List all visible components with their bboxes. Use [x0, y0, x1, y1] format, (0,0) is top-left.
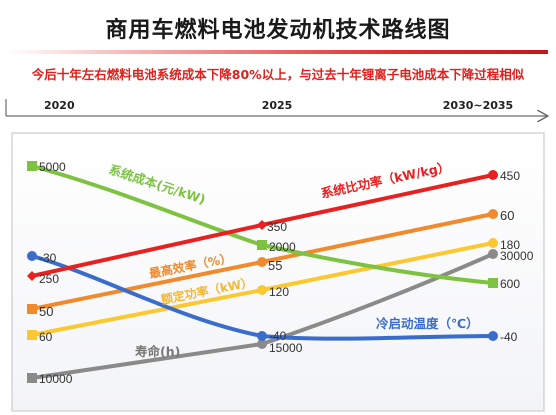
value-label-rated-power-2020: 60	[39, 330, 53, 344]
marker-lifetime-2025	[257, 339, 267, 349]
page-title: 商用车燃料电池发动机技术路线图	[105, 18, 451, 43]
marker-lifetime-2035	[488, 249, 498, 259]
marker-rated-power-2025	[257, 285, 267, 295]
value-label-system-cost-2035: 600	[500, 277, 520, 291]
timeline-label-2025: 2025	[262, 99, 293, 112]
value-label-specific-power-2025: 350	[267, 220, 287, 234]
value-label-max-efficiency-2020: 50	[39, 304, 53, 319]
marker-cold-start-2020	[27, 251, 37, 261]
timeline-label-2020: 2020	[44, 99, 75, 112]
value-label-cold-start-2025: -40	[269, 329, 287, 343]
marker-max-efficiency-2035	[488, 209, 498, 219]
title-underline	[8, 50, 548, 54]
marker-system-cost-2020	[27, 161, 37, 171]
series-label-lifetime: 寿命(h)	[135, 344, 180, 359]
page-subtitle: 今后十年左右燃料电池系统成本下降80%以上，与过去十年锂离子电池成本下降过程相似	[31, 67, 525, 82]
value-label-specific-power-2020: 250	[39, 272, 59, 286]
value-label-max-efficiency-2035: 60	[500, 208, 514, 223]
value-label-rated-power-2025: 120	[269, 285, 289, 299]
value-label-max-efficiency-2025: 55	[268, 258, 282, 273]
marker-cold-start-2025	[257, 331, 267, 341]
marker-system-cost-2035	[488, 278, 498, 288]
value-label-lifetime-2035: 30000	[500, 249, 534, 263]
marker-specific-power-2025	[257, 220, 267, 230]
value-label-system-cost-2025: 2000	[269, 240, 296, 254]
value-label-cold-start-2035: -40	[500, 330, 518, 344]
marker-max-efficiency-2025	[257, 257, 267, 267]
marker-cold-start-2035	[488, 331, 498, 341]
marker-specific-power-2020	[27, 271, 37, 281]
value-label-lifetime-2020: 10000	[39, 372, 73, 386]
marker-system-cost-2025	[257, 240, 267, 250]
marker-max-efficiency-2020	[27, 304, 37, 314]
marker-lifetime-2020	[27, 373, 37, 383]
value-label-cold-start-2020: -30	[39, 251, 57, 265]
value-label-rated-power-2035: 180	[500, 238, 520, 252]
series-label-cold-start: 冷启动温度（℃）	[376, 316, 479, 331]
value-label-system-cost-2020: 5000	[39, 160, 66, 174]
marker-specific-power-2035	[488, 170, 498, 180]
marker-rated-power-2035	[488, 238, 498, 248]
timeline-label-2030-2035: 2030~2035	[443, 99, 513, 112]
marker-rated-power-2020	[27, 330, 37, 340]
value-label-specific-power-2035: 450	[500, 169, 520, 183]
value-label-lifetime-2025: 15000	[269, 341, 303, 355]
